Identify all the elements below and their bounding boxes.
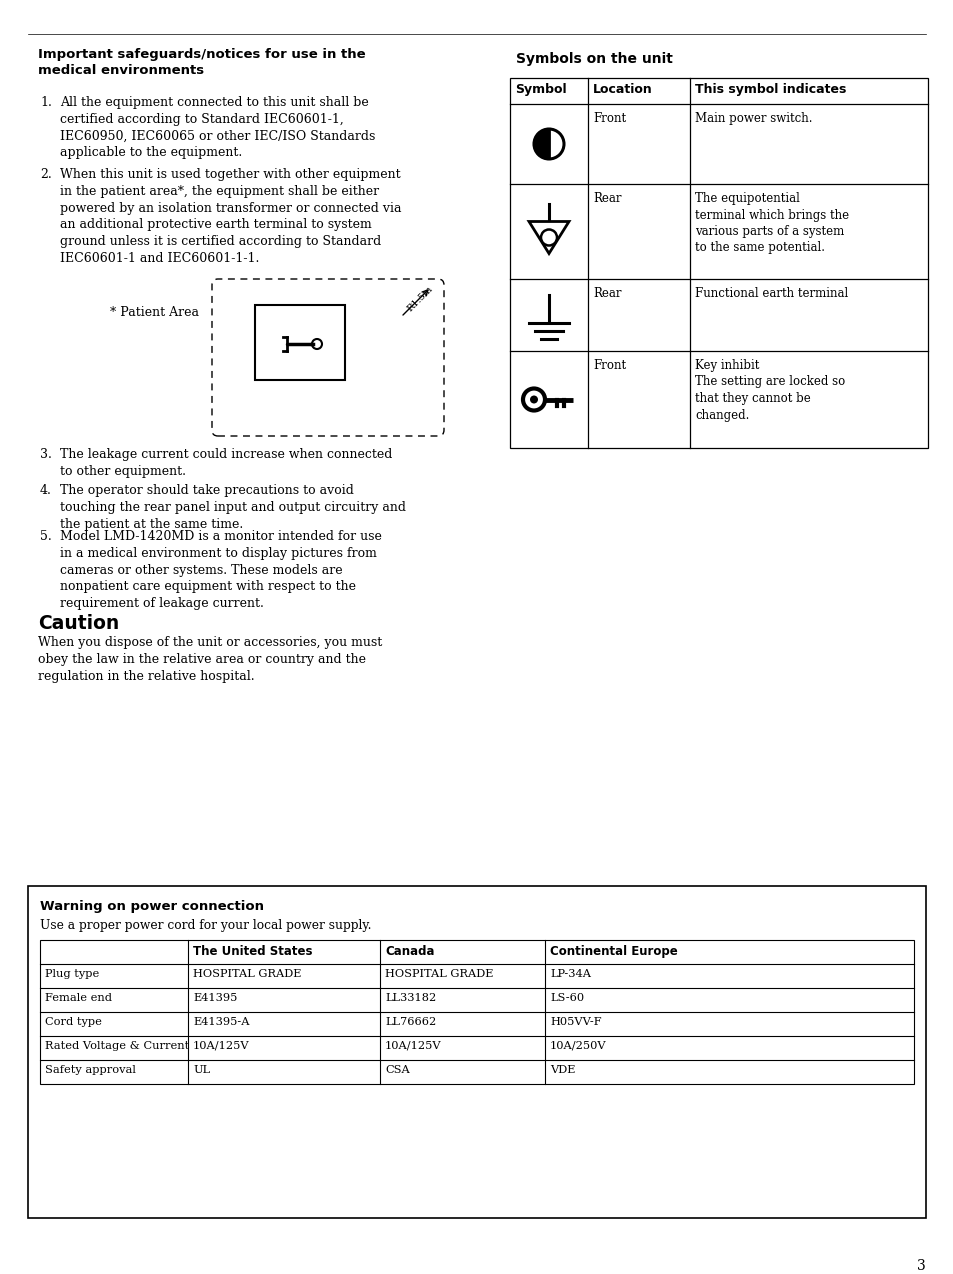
Text: 3: 3 bbox=[916, 1259, 925, 1273]
Text: The United States: The United States bbox=[193, 945, 313, 958]
Text: UL: UL bbox=[193, 1065, 210, 1075]
Text: Front: Front bbox=[593, 112, 625, 125]
Text: Warning on power connection: Warning on power connection bbox=[40, 899, 264, 913]
Text: This symbol indicates: This symbol indicates bbox=[695, 83, 845, 96]
Text: Front: Front bbox=[593, 359, 625, 372]
Text: LL76662: LL76662 bbox=[385, 1017, 436, 1027]
Text: LS-60: LS-60 bbox=[550, 992, 583, 1003]
Text: HOSPITAL GRADE: HOSPITAL GRADE bbox=[193, 970, 301, 978]
Text: 10A/250V: 10A/250V bbox=[550, 1041, 606, 1051]
Circle shape bbox=[533, 127, 564, 161]
Bar bbox=[510, 78, 927, 448]
Text: R1.5m: R1.5m bbox=[405, 284, 434, 313]
Text: E41395-A: E41395-A bbox=[193, 1017, 250, 1027]
Bar bbox=[28, 885, 925, 1218]
Text: Safety approval: Safety approval bbox=[45, 1065, 135, 1075]
Text: 5.: 5. bbox=[40, 530, 51, 543]
Polygon shape bbox=[529, 222, 568, 254]
Text: CSA: CSA bbox=[385, 1065, 410, 1075]
Text: Symbols on the unit: Symbols on the unit bbox=[516, 52, 672, 66]
Bar bbox=[40, 940, 913, 1084]
Circle shape bbox=[540, 229, 557, 246]
Text: Rear: Rear bbox=[593, 287, 620, 299]
Text: The equipotential
terminal which brings the
various parts of a system
to the sam: The equipotential terminal which brings … bbox=[695, 192, 848, 255]
Text: When you dispose of the unit or accessories, you must
obey the law in the relati: When you dispose of the unit or accessor… bbox=[38, 636, 382, 683]
Text: Female end: Female end bbox=[45, 992, 112, 1003]
Text: Main power switch.: Main power switch. bbox=[695, 112, 812, 125]
Text: Rear: Rear bbox=[593, 192, 620, 205]
Text: Functional earth terminal: Functional earth terminal bbox=[695, 287, 847, 299]
Text: All the equipment connected to this unit shall be
certified according to Standar: All the equipment connected to this unit… bbox=[60, 96, 375, 159]
Text: Plug type: Plug type bbox=[45, 970, 99, 978]
Text: When this unit is used together with other equipment
in the patient area*, the e: When this unit is used together with oth… bbox=[60, 168, 401, 265]
Text: 2.: 2. bbox=[40, 168, 51, 181]
Text: Canada: Canada bbox=[385, 945, 434, 958]
Text: 4.: 4. bbox=[40, 484, 51, 497]
Text: Model LMD-1420MD is a monitor intended for use
in a medical environment to displ: Model LMD-1420MD is a monitor intended f… bbox=[60, 530, 381, 610]
Text: Cord type: Cord type bbox=[45, 1017, 102, 1027]
Text: Important safeguards/notices for use in the: Important safeguards/notices for use in … bbox=[38, 48, 365, 61]
Text: E41395: E41395 bbox=[193, 992, 237, 1003]
Text: 10A/125V: 10A/125V bbox=[385, 1041, 441, 1051]
Text: H05VV-F: H05VV-F bbox=[550, 1017, 601, 1027]
Text: HOSPITAL GRADE: HOSPITAL GRADE bbox=[385, 970, 493, 978]
Text: Location: Location bbox=[593, 83, 652, 96]
Text: 10A/125V: 10A/125V bbox=[193, 1041, 250, 1051]
Circle shape bbox=[312, 339, 322, 349]
Wedge shape bbox=[534, 130, 548, 158]
Text: LP-34A: LP-34A bbox=[550, 970, 590, 978]
Circle shape bbox=[530, 395, 537, 404]
Text: Key inhibit
The setting are locked so
that they cannot be
changed.: Key inhibit The setting are locked so th… bbox=[695, 359, 844, 422]
Text: medical environments: medical environments bbox=[38, 64, 204, 76]
Circle shape bbox=[522, 389, 544, 410]
Text: LL33182: LL33182 bbox=[385, 992, 436, 1003]
Text: 3.: 3. bbox=[40, 448, 51, 461]
Text: Rated Voltage & Current: Rated Voltage & Current bbox=[45, 1041, 189, 1051]
Text: The leakage current could increase when connected
to other equipment.: The leakage current could increase when … bbox=[60, 448, 392, 478]
Text: Use a proper power cord for your local power supply.: Use a proper power cord for your local p… bbox=[40, 919, 371, 933]
Text: 1.: 1. bbox=[40, 96, 51, 110]
Circle shape bbox=[534, 129, 563, 159]
Text: The operator should take precautions to avoid
touching the rear panel input and : The operator should take precautions to … bbox=[60, 484, 406, 530]
Text: * Patient Area: * Patient Area bbox=[110, 306, 199, 318]
Text: Caution: Caution bbox=[38, 614, 119, 633]
Text: Symbol: Symbol bbox=[515, 83, 566, 96]
Text: Continental Europe: Continental Europe bbox=[550, 945, 677, 958]
Bar bbox=[254, 304, 345, 380]
Text: VDE: VDE bbox=[550, 1065, 575, 1075]
